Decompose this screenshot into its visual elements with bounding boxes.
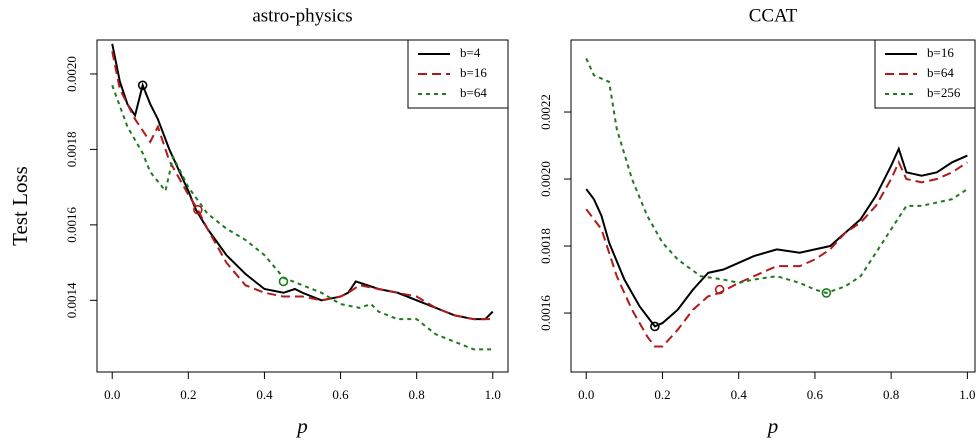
y-tick-label: 0.0022 — [538, 94, 553, 130]
legend-label: b=64 — [460, 85, 487, 100]
x-tick-label: 0.0 — [104, 387, 120, 402]
x-axis-label: p — [766, 414, 779, 438]
y-tick-label: 0.0018 — [64, 132, 79, 168]
y-tick-label: 0.0014 — [64, 282, 79, 318]
series-line — [111, 84, 493, 351]
legend-label: b=64 — [927, 65, 954, 80]
optimum-marker — [137, 80, 148, 91]
y-tick-label: 0.0018 — [538, 228, 553, 264]
y-axis-label: Test Loss — [8, 166, 32, 246]
optimum-marker — [821, 288, 832, 298]
optimum-marker — [650, 321, 660, 332]
x-tick-label: 0.2 — [654, 387, 670, 402]
y-tick-label: 0.0016 — [538, 295, 553, 331]
y-tick-label: 0.0016 — [64, 206, 79, 242]
x-tick-label: 1.0 — [485, 387, 501, 402]
x-tick-label: 1.0 — [959, 387, 975, 402]
plot-area — [585, 58, 968, 348]
legend-label: b=256 — [927, 85, 961, 100]
x-tick-label: 0.0 — [578, 387, 594, 402]
series-line — [585, 146, 968, 328]
legend-label: b=16 — [460, 65, 487, 80]
y-tick-label: 0.0020 — [64, 56, 79, 92]
series-line — [111, 43, 494, 321]
x-tick-label: 0.6 — [332, 387, 349, 402]
legend-label: b=16 — [927, 45, 954, 60]
legend-box — [407, 39, 509, 109]
legend-label: b=4 — [460, 45, 481, 60]
chart-title: astro-physics — [252, 5, 352, 26]
series-line — [111, 51, 493, 321]
x-tick-label: 0.8 — [409, 387, 425, 402]
x-tick-label: 0.8 — [883, 387, 899, 402]
plot-frame — [570, 39, 976, 373]
x-tick-label: 0.4 — [731, 387, 748, 402]
series-line — [585, 159, 968, 348]
optimum-marker — [193, 204, 203, 215]
x-tick-label: 0.6 — [807, 387, 824, 402]
x-tick-label: 0.2 — [180, 387, 196, 402]
y-tick-label: 0.0020 — [538, 161, 553, 197]
optimum-marker — [278, 276, 289, 287]
x-tick-label: 0.4 — [256, 387, 273, 402]
plot-frame — [96, 39, 509, 373]
x-axis-label: p — [295, 414, 308, 438]
plot-area — [111, 43, 494, 351]
optimum-marker — [714, 284, 725, 295]
chart-title: CCAT — [749, 5, 798, 26]
